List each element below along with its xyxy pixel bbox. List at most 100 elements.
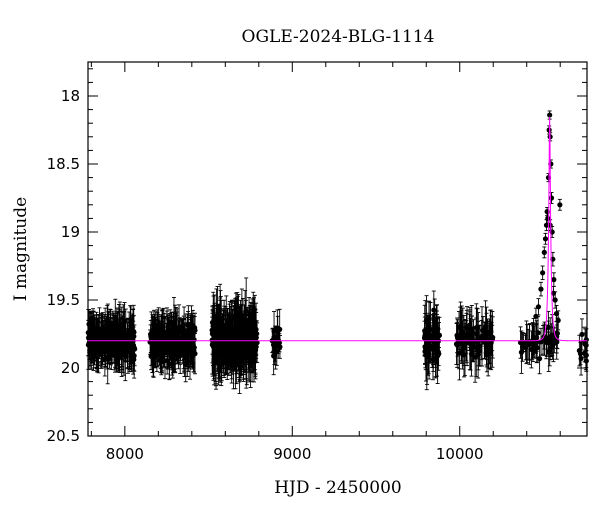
point-marker — [557, 202, 563, 208]
point-marker — [109, 341, 115, 347]
data-point — [110, 310, 116, 355]
point-marker — [235, 305, 242, 311]
data-point — [220, 312, 226, 363]
data-point — [177, 317, 183, 358]
point-marker — [583, 337, 589, 343]
point-marker — [243, 355, 249, 362]
x-tick-label: 10000 — [436, 445, 484, 463]
point-marker — [94, 343, 101, 349]
point-marker — [252, 347, 259, 353]
data-point — [88, 316, 95, 345]
point-marker — [276, 340, 282, 346]
point-marker — [120, 347, 126, 353]
point-marker — [234, 336, 240, 343]
point-marker — [538, 286, 544, 292]
point-marker — [475, 351, 482, 358]
point-marker — [540, 270, 546, 276]
point-marker — [131, 353, 137, 359]
point-marker — [130, 342, 137, 349]
data-point — [218, 339, 224, 366]
data-point — [579, 318, 585, 351]
point-marker — [171, 349, 177, 355]
data-point — [554, 324, 560, 349]
data-point — [475, 338, 482, 371]
data-point — [160, 309, 166, 343]
data-point — [249, 303, 255, 362]
point-marker — [178, 342, 184, 348]
data-point — [243, 328, 249, 389]
point-marker — [456, 350, 463, 356]
data-point — [86, 311, 93, 360]
data-point — [226, 328, 232, 364]
point-marker — [160, 323, 166, 329]
point-marker — [536, 356, 543, 362]
point-marker — [542, 236, 549, 242]
data-point — [557, 198, 563, 211]
x-tick-label: 8000 — [106, 445, 144, 463]
point-marker — [192, 327, 198, 334]
point-marker — [105, 325, 111, 331]
point-marker — [88, 328, 95, 334]
data-point — [542, 232, 549, 245]
point-marker — [167, 319, 173, 326]
data-point — [246, 327, 252, 373]
data-point — [90, 310, 96, 361]
point-marker — [103, 335, 109, 342]
data-point — [246, 328, 252, 381]
point-marker — [210, 323, 217, 329]
data-point — [192, 312, 198, 349]
point-marker — [165, 339, 171, 345]
data-point — [535, 298, 542, 316]
data-point — [151, 317, 157, 366]
x-tick-label: 9000 — [273, 445, 311, 463]
point-marker — [86, 332, 93, 339]
point-marker — [483, 330, 490, 336]
plot-frame — [87, 61, 588, 437]
data-point — [167, 309, 173, 336]
point-marker — [220, 335, 226, 341]
data-point — [422, 304, 428, 357]
point-marker — [545, 335, 552, 341]
data-point — [114, 312, 121, 363]
point-marker — [129, 331, 136, 338]
point-marker — [430, 343, 436, 349]
point-marker — [115, 349, 121, 355]
point-marker — [454, 332, 460, 338]
point-marker — [547, 347, 553, 354]
point-marker — [434, 331, 440, 337]
point-marker — [151, 338, 157, 345]
data-point — [483, 306, 490, 361]
point-marker — [535, 304, 542, 310]
point-marker — [150, 356, 156, 362]
data-point — [453, 322, 460, 365]
data-point — [188, 322, 194, 368]
data-point — [235, 294, 242, 323]
point-marker — [180, 348, 186, 354]
data-point — [538, 281, 544, 297]
data-point — [540, 265, 546, 281]
data-point — [518, 330, 525, 374]
data-point — [224, 335, 230, 380]
data-point — [554, 317, 560, 350]
point-marker — [221, 330, 227, 336]
point-marker — [576, 347, 582, 354]
point-marker — [238, 341, 244, 347]
data-point — [545, 320, 552, 356]
point-marker — [90, 332, 96, 339]
data-point — [103, 323, 109, 354]
point-marker — [473, 330, 480, 337]
point-marker — [114, 334, 121, 340]
point-marker — [474, 325, 481, 331]
point-marker — [191, 347, 197, 353]
point-marker — [224, 355, 230, 361]
point-marker — [551, 337, 557, 343]
point-marker — [226, 343, 232, 349]
data-point — [210, 295, 217, 357]
point-marker — [422, 328, 428, 334]
point-marker — [249, 329, 255, 335]
point-marker — [273, 349, 279, 355]
data-point — [238, 311, 244, 376]
